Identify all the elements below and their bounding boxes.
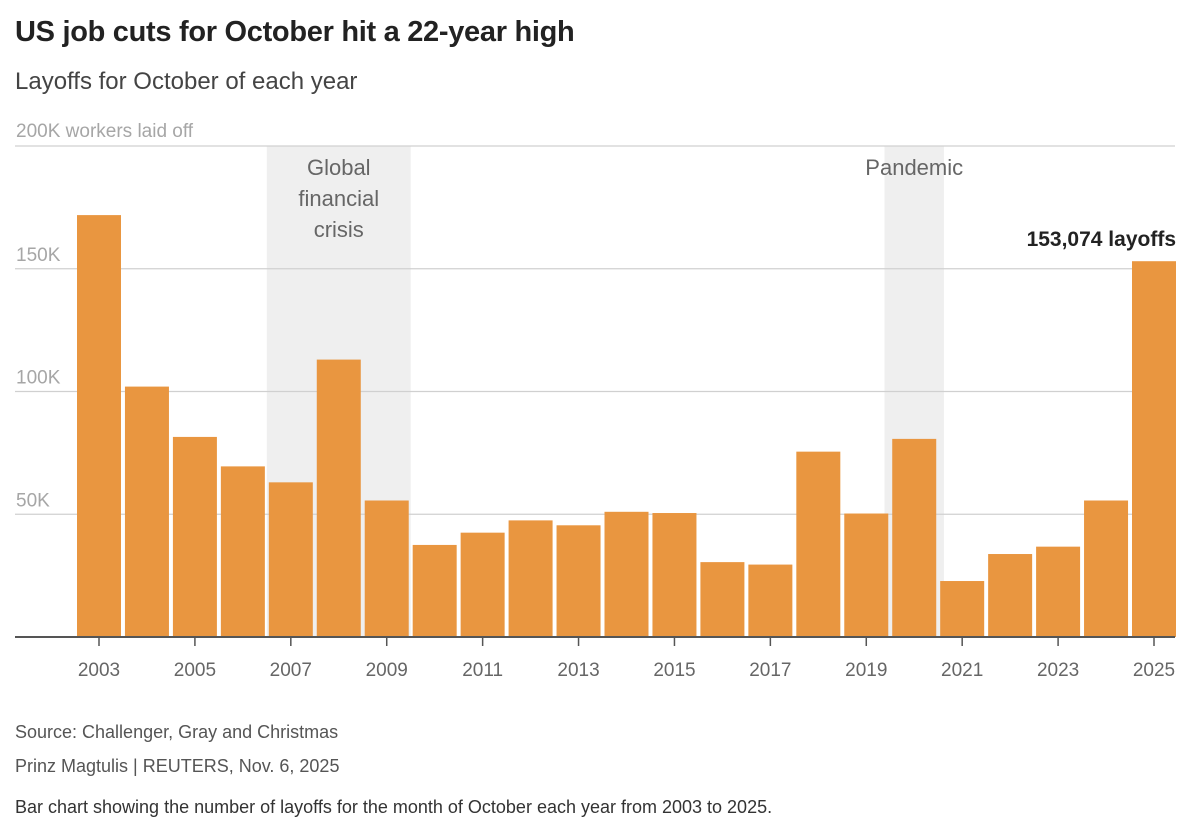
bar-2017 [748, 564, 793, 637]
x-tick-label: 2007 [270, 660, 312, 681]
bar-2018 [796, 451, 841, 637]
source-note: Source: Challenger, Gray and Christmas [15, 722, 339, 742]
y-tick-label: 150K [16, 245, 61, 266]
x-tick-label: 2015 [653, 660, 695, 681]
bars [77, 215, 1176, 637]
bar-2003 [77, 215, 121, 637]
bar-2005 [172, 436, 217, 637]
chart-subtitle: Layoffs for October of each year [15, 68, 358, 95]
x-tick-label: 2009 [366, 660, 408, 681]
x-tick-label: 2021 [941, 660, 983, 681]
x-tick-label: 2013 [557, 660, 599, 681]
chart-labels: Global financial crisis Pandemic 150K 100K 50K… [16, 121, 1176, 681]
bar-2024 [1084, 500, 1129, 637]
bar-2025 [1132, 261, 1176, 637]
chart-title: US job cuts for October hit a 22-year hi… [15, 16, 575, 48]
bar-2020 [892, 438, 937, 637]
bar-2015 [652, 513, 697, 637]
bar-2022 [988, 554, 1033, 637]
bar-2007 [268, 482, 313, 637]
band-label: Pandemic [865, 155, 963, 180]
x-tick-label: 2025 [1133, 660, 1175, 681]
bar-2023 [1036, 546, 1081, 637]
credit-line: Prinz Magtulis | REUTERS, Nov. 6, 2025 [15, 756, 340, 776]
band-label: crisis [314, 217, 364, 242]
bar-2009 [364, 500, 409, 637]
y-axis-label: 200K workers laid off [16, 121, 194, 142]
bar-2014 [604, 511, 649, 637]
band-label: Global [307, 155, 371, 180]
bar-2010 [412, 544, 457, 637]
bar-2004 [124, 386, 169, 637]
bar-chart: Global financial crisis Pandemic 150K 100K 50K… [15, 121, 1176, 681]
x-tick-label: 2011 [462, 660, 503, 681]
bar-2016 [700, 562, 745, 637]
y-tick-label: 100K [16, 368, 61, 389]
annotation-label: 153,074 layoffs [1027, 228, 1176, 251]
x-tick-label: 2003 [78, 660, 120, 681]
x-tick-label: 2017 [749, 660, 791, 681]
bar-2012 [508, 520, 553, 637]
bar-2013 [556, 525, 601, 637]
x-tick-label: 2005 [174, 660, 216, 681]
bar-2019 [844, 513, 889, 637]
y-tick-label: 50K [16, 490, 50, 511]
bar-2021 [940, 581, 985, 637]
bar-2011 [460, 532, 505, 637]
x-tick-label: 2023 [1037, 660, 1079, 681]
axes [15, 636, 1175, 646]
x-tick-label: 2019 [845, 660, 887, 681]
bar-2006 [220, 466, 265, 637]
bar-2008 [316, 359, 361, 637]
chart-description: Bar chart showing the number of layoffs … [15, 797, 773, 817]
band-label: financial [298, 186, 379, 211]
